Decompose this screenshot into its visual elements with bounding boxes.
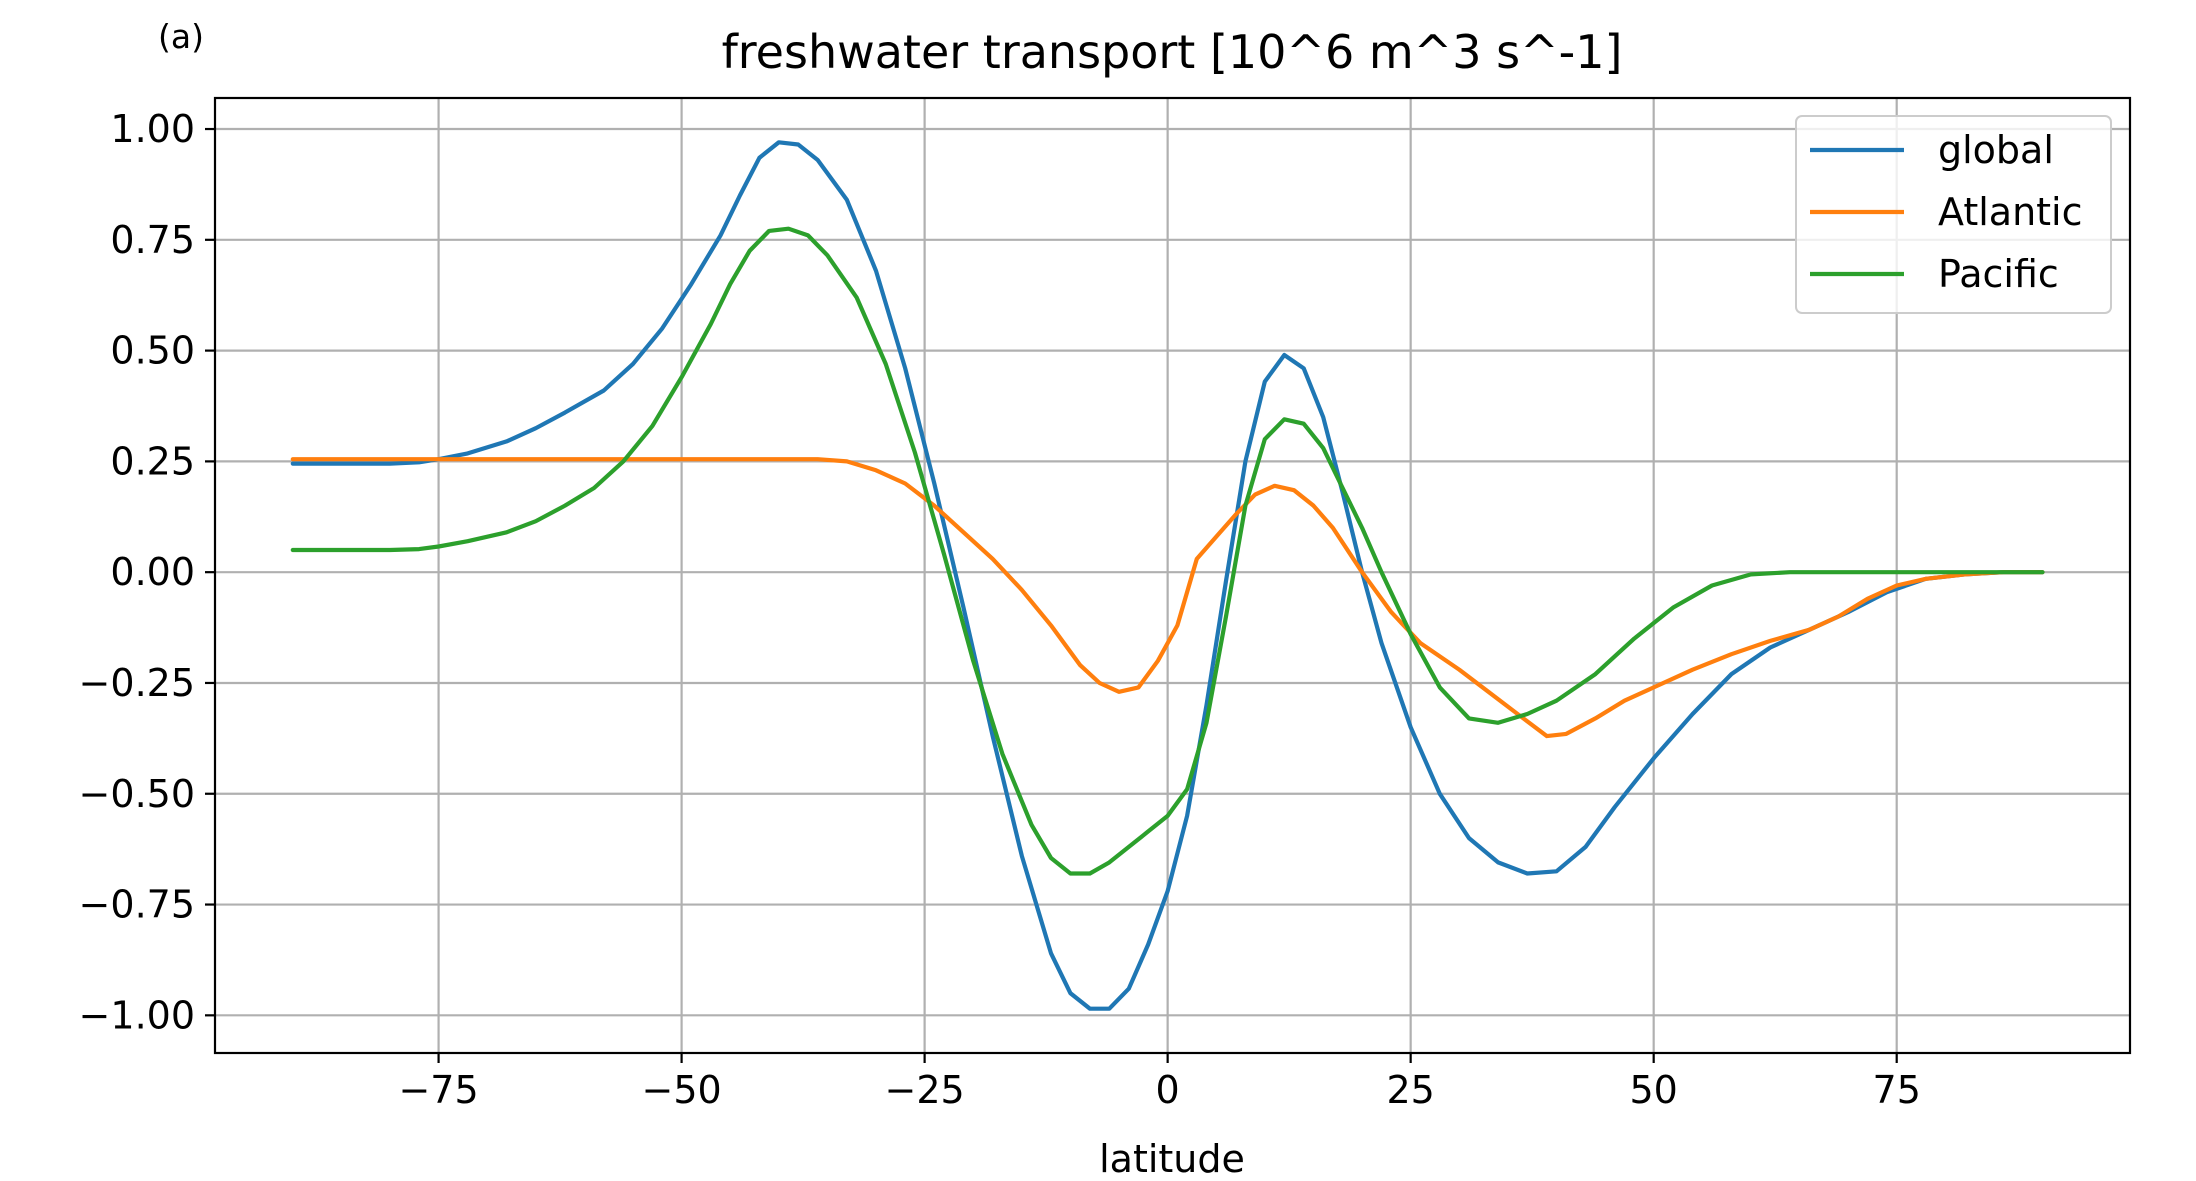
y-tick-label: 0.25 — [110, 439, 195, 483]
chart-title: freshwater transport [10^6 m^3 s^-1] — [722, 25, 1623, 79]
y-tick-label: 1.00 — [110, 107, 195, 151]
legend-label-pacific: Pacific — [1938, 252, 2059, 296]
y-tick-label: −0.25 — [79, 661, 195, 705]
y-tick-label: −1.00 — [79, 993, 195, 1037]
x-tick-label: 25 — [1386, 1068, 1434, 1112]
grid — [215, 98, 2130, 1053]
x-tick-label: 50 — [1630, 1068, 1678, 1112]
legend-frame — [1795, 115, 2112, 314]
axes-frame — [213, 96, 2132, 1055]
x-axis-label: latitude — [1099, 1137, 1245, 1181]
y-tick-label: 0.75 — [110, 218, 195, 262]
legend-label-global: global — [1938, 128, 2054, 172]
x-tick-label: −75 — [398, 1068, 478, 1112]
axes — [213, 96, 2132, 1055]
x-tick-label: 0 — [1156, 1068, 1180, 1112]
x-tick-label: −25 — [885, 1068, 965, 1112]
x-axis-ticks: −75 −50 −25 0 25 50 75 — [398, 1053, 1921, 1112]
y-axis-ticks: 1.00 0.75 0.50 0.25 0.00 −0.25 −0.50 −0.75 −1.00 — [79, 107, 215, 1037]
y-tick-label: 0.50 — [110, 329, 195, 373]
series-line-atlantic — [290, 457, 2045, 739]
y-tick-label: −0.50 — [79, 772, 195, 816]
series-lines — [290, 140, 2045, 1011]
x-tick-label: 75 — [1873, 1068, 1921, 1112]
panel-label: (a) — [158, 17, 204, 56]
x-tick-label: −50 — [641, 1068, 721, 1112]
legend: global Atlantic Pacific — [1795, 115, 2112, 314]
legend-label-atlantic: Atlantic — [1938, 190, 2083, 234]
series-line-global — [290, 140, 2045, 1011]
y-tick-label: −0.75 — [79, 883, 195, 927]
y-tick-label: 0.00 — [110, 550, 195, 594]
series-line-pacific — [290, 226, 2045, 876]
